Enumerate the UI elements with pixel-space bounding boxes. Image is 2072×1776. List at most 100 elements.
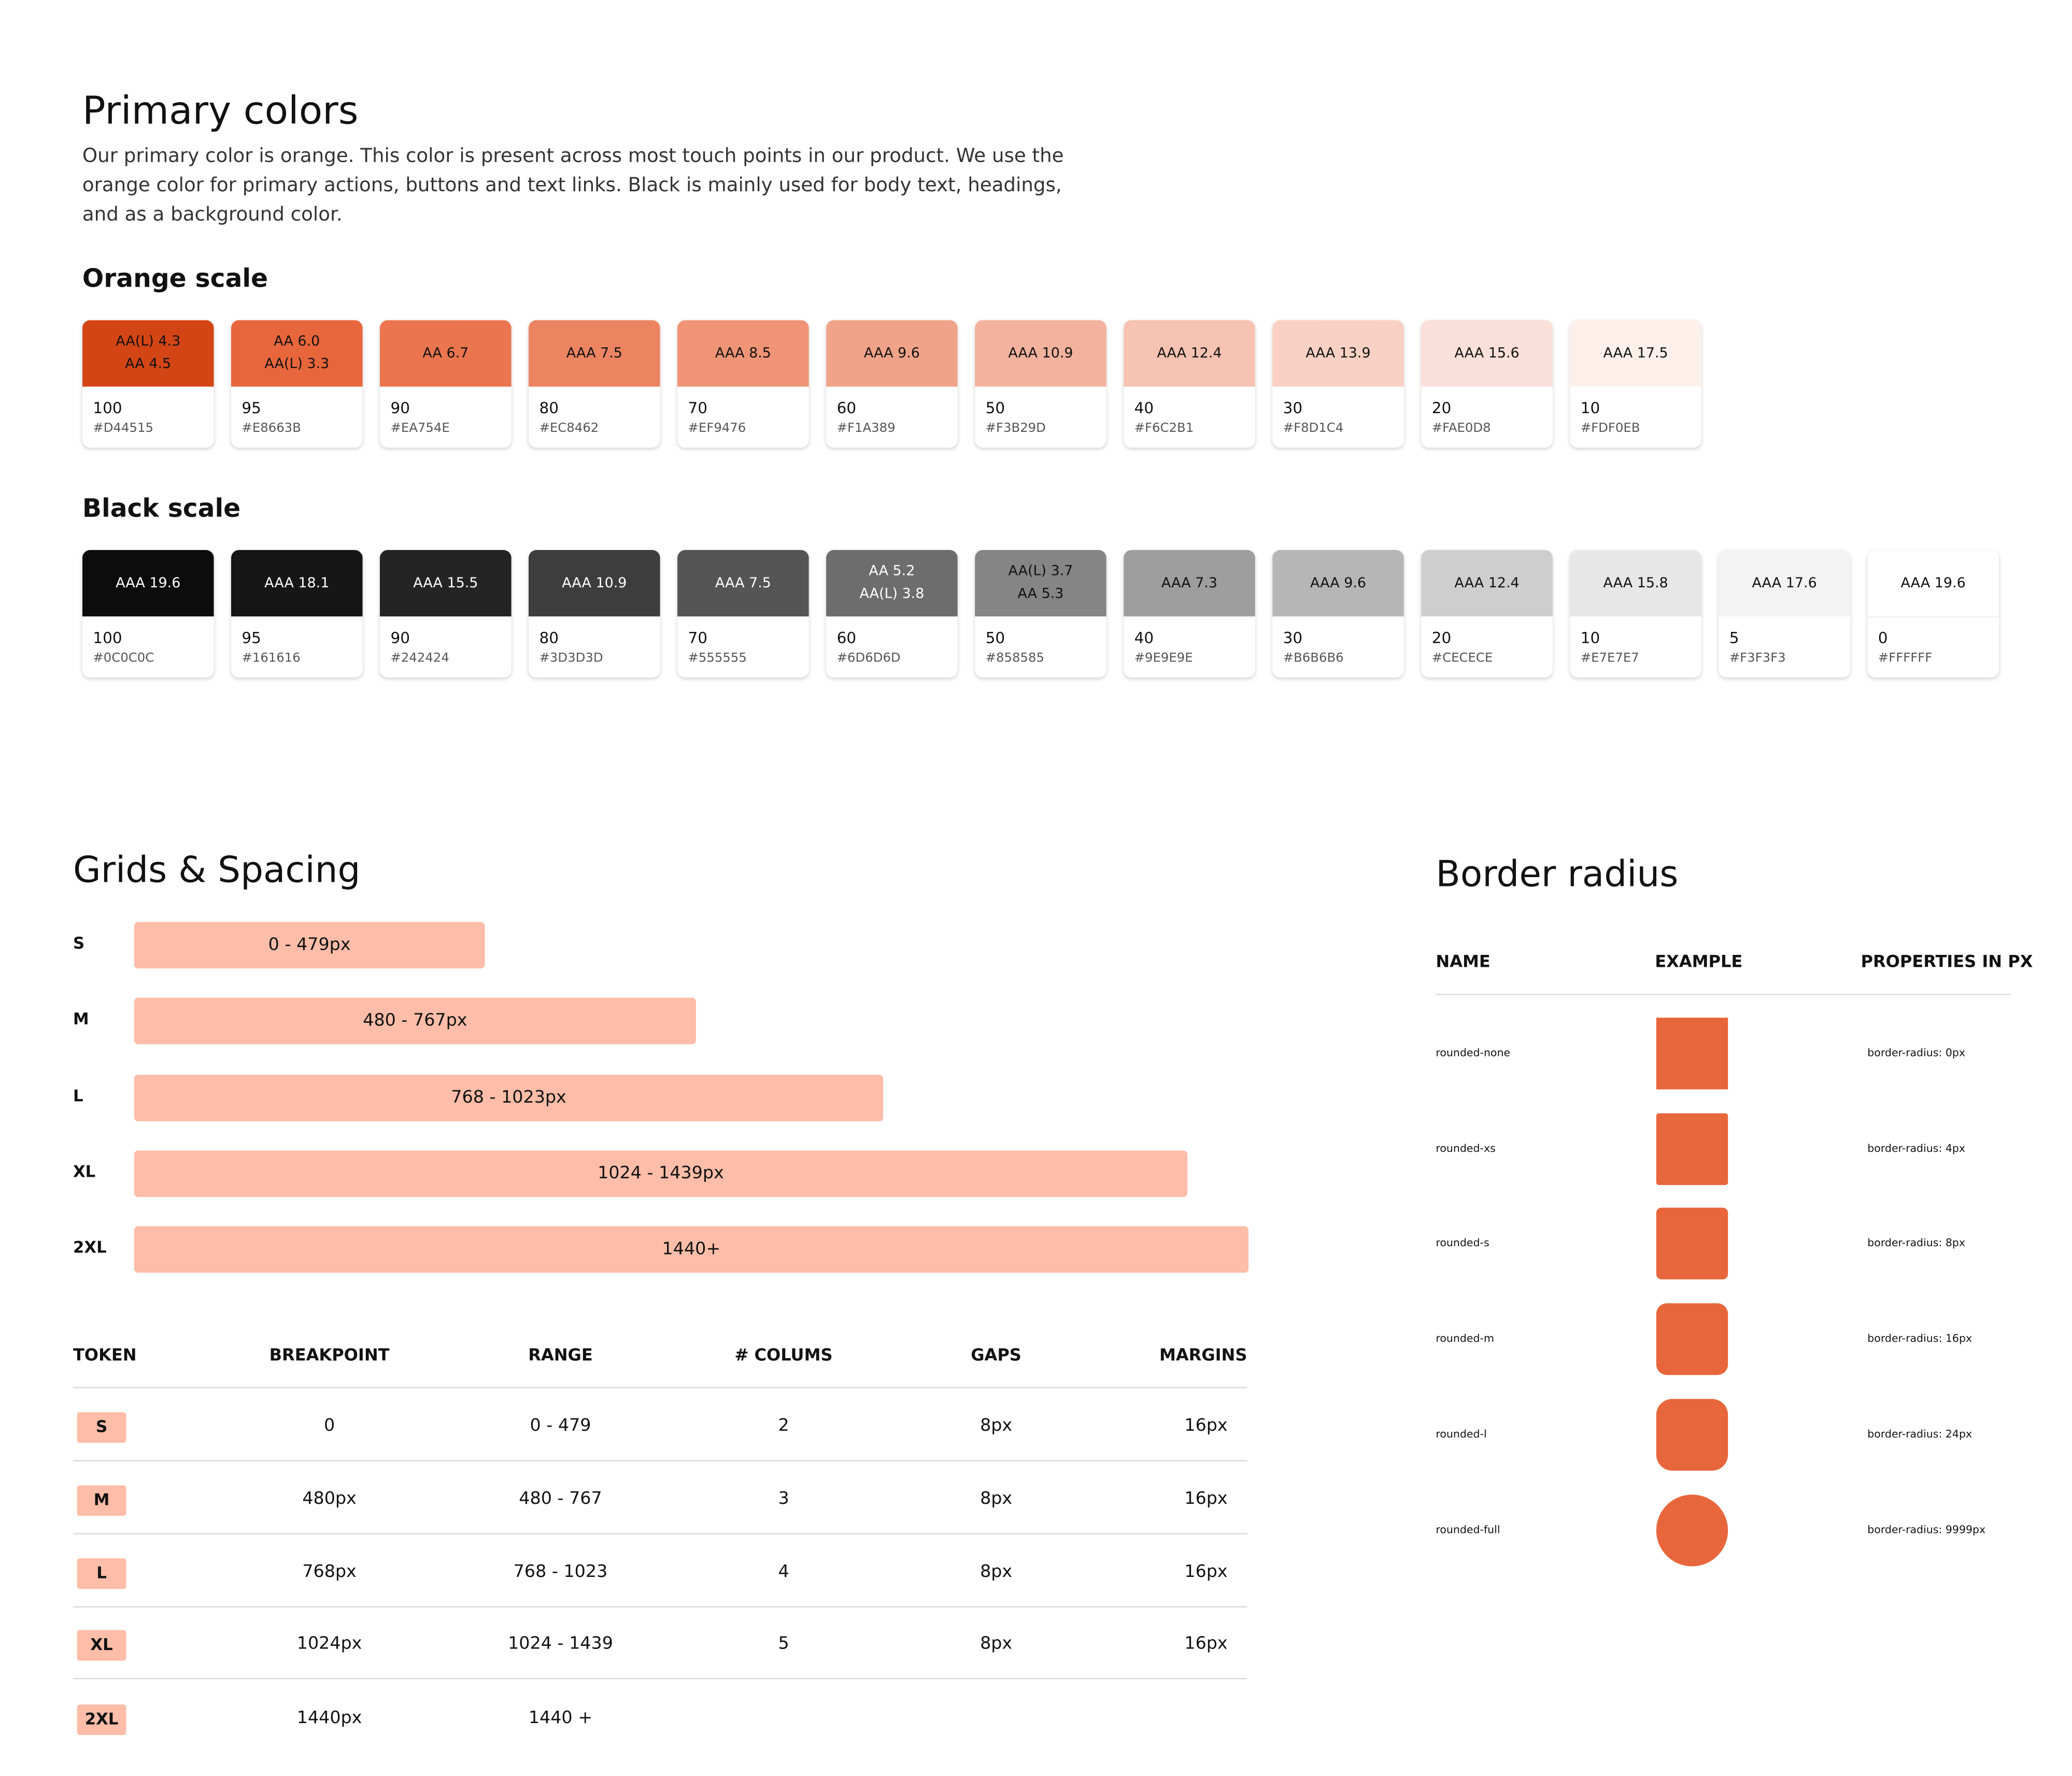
color-swatch: AA(L) 3.7 AA 5.3 50 #858585 <box>975 549 1106 678</box>
contrast-label: AAA 13.9 <box>1305 345 1371 361</box>
swatch-color: AAA 9.6 <box>826 320 958 387</box>
table-cell: 3 <box>778 1489 789 1510</box>
contrast-label: AAA 9.6 <box>1310 574 1367 591</box>
contrast-label: AAA 7.5 <box>566 345 622 361</box>
swatch-step: 80 <box>539 628 559 647</box>
swatch-step: 30 <box>1283 398 1303 417</box>
table-cell: 768 - 1023 <box>513 1562 608 1583</box>
radius-property: border-radius: 9999px <box>1867 1523 1986 1535</box>
swatch-step: 50 <box>985 628 1005 647</box>
swatch-hex: #EF9476 <box>688 421 746 436</box>
contrast-label: AA(L) 3.3 <box>264 356 330 372</box>
table-cell: 480 - 767 <box>519 1489 602 1510</box>
table-cell: 16px <box>1184 1634 1228 1654</box>
color-swatch: AAA 7.5 80 #EC8462 <box>528 320 660 448</box>
swatch-color: AA 5.2 AA(L) 3.8 <box>826 549 958 617</box>
table-cell: 1440 + <box>528 1708 593 1729</box>
contrast-label: AAA 7.3 <box>1161 574 1218 591</box>
table-header: TOKEN <box>73 1344 137 1364</box>
contrast-label: AA(L) 4.3 <box>116 333 181 350</box>
swatch-color: AA 6.0 AA(L) 3.3 <box>231 320 363 387</box>
swatch-color: AA 6.7 <box>379 320 512 387</box>
table-header: RANGE <box>528 1344 593 1364</box>
table-header: MARGINS <box>1159 1344 1247 1364</box>
table-cell: 1024 - 1439 <box>508 1634 613 1654</box>
row-rule <box>73 1533 1247 1535</box>
table-cell: 1440px <box>296 1708 362 1729</box>
swatch-step: 70 <box>688 628 708 647</box>
table-header: GAPS <box>971 1344 1021 1364</box>
swatch-hex: #E8663B <box>242 421 301 436</box>
swatch-color: AAA 13.9 <box>1272 320 1404 387</box>
table-header: EXAMPLE <box>1655 951 1743 971</box>
bar-token: 2XL <box>73 1238 107 1257</box>
swatch-hex: #F3B29D <box>985 421 1046 436</box>
swatch-step: 10 <box>1580 628 1600 647</box>
swatch-step: 90 <box>390 628 410 647</box>
swatch-step: 0 <box>1878 628 1888 647</box>
row-rule <box>73 1606 1247 1608</box>
contrast-label: AAA 17.5 <box>1603 345 1668 361</box>
table-header: PROPERTIES IN PX <box>1861 951 2033 971</box>
color-swatch: AAA 12.4 40 #F6C2B1 <box>1124 320 1255 448</box>
radius-example <box>1656 1112 1728 1185</box>
swatch-step: 60 <box>836 398 857 417</box>
section-title: Primary colors <box>82 88 359 133</box>
bar-token: XL <box>73 1162 96 1181</box>
contrast-label: AA 6.0 <box>274 333 320 350</box>
token-name: rounded-s <box>1436 1237 1489 1250</box>
contrast-label: AAA 15.6 <box>1454 345 1520 361</box>
swatch-step: 20 <box>1431 628 1452 647</box>
swatch-color: AAA 18.1 <box>231 549 363 617</box>
color-swatch: AA 6.0 AA(L) 3.3 95 #E8663B <box>231 320 363 448</box>
radius-property: border-radius: 0px <box>1867 1047 1966 1059</box>
contrast-label: AAA 10.9 <box>562 574 627 591</box>
radius-property: border-radius: 24px <box>1867 1428 1972 1440</box>
token-badge: XL <box>77 1629 126 1660</box>
color-swatch: AAA 15.8 10 #E7E7E7 <box>1570 549 1701 678</box>
swatch-color: AA(L) 3.7 AA 5.3 <box>975 549 1106 617</box>
swatch-color: AA(L) 4.3 AA 4.5 <box>82 320 214 387</box>
token-name: rounded-none <box>1436 1047 1511 1059</box>
contrast-label: AAA 15.8 <box>1603 574 1668 591</box>
color-swatch: AAA 10.9 80 #3D3D3D <box>528 549 660 678</box>
token-name: rounded-full <box>1436 1523 1500 1535</box>
radius-example <box>1656 1303 1728 1375</box>
swatch-color: AAA 15.8 <box>1570 549 1701 617</box>
color-swatch: AA 6.7 90 #EA754E <box>379 320 512 448</box>
token-badge: 2XL <box>77 1703 126 1735</box>
table-header: NAME <box>1436 951 1491 971</box>
swatch-step: 50 <box>985 398 1005 417</box>
swatch-color: AAA 19.6 <box>1867 549 1999 618</box>
bar-token: M <box>73 1010 89 1029</box>
swatch-color: AAA 10.9 <box>528 549 660 617</box>
swatch-step: 95 <box>242 628 261 647</box>
row-rule <box>73 1460 1247 1462</box>
breakpoint-bar: 768 - 1023px <box>134 1074 884 1121</box>
table-cell: 5 <box>778 1634 789 1654</box>
swatch-hex: #E7E7E7 <box>1580 651 1639 666</box>
swatch-hex: #F6C2B1 <box>1134 421 1194 436</box>
swatch-hex: #242424 <box>390 651 449 666</box>
radius-example <box>1656 1399 1728 1471</box>
swatch-hex: #161616 <box>242 651 301 666</box>
swatch-color: AAA 19.6 <box>82 549 214 617</box>
breakpoint-bar: 0 - 479px <box>134 922 485 969</box>
color-swatch: AAA 10.9 50 #F3B29D <box>975 320 1106 448</box>
swatch-step: 70 <box>688 398 708 417</box>
swatch-hex: #EA754E <box>390 421 450 436</box>
contrast-label: AAA 15.5 <box>413 574 478 591</box>
token-name: rounded-l <box>1436 1428 1487 1440</box>
swatch-color: AAA 8.5 <box>677 320 809 387</box>
table-cell: 2 <box>778 1416 789 1436</box>
table-cell: 1024px <box>296 1634 362 1654</box>
color-swatch: AAA 15.6 20 #FAE0D8 <box>1421 320 1553 448</box>
contrast-label: AAA 18.1 <box>264 574 330 591</box>
row-rule <box>73 1678 1247 1680</box>
color-swatch: AAA 9.6 30 #B6B6B6 <box>1272 549 1404 678</box>
radius-property: border-radius: 16px <box>1867 1332 1972 1345</box>
breakpoint-bar: 1024 - 1439px <box>134 1150 1188 1197</box>
swatch-hex: #555555 <box>688 651 747 666</box>
color-swatch: AAA 12.4 20 #CECECE <box>1421 549 1553 678</box>
swatch-hex: #F3F3F3 <box>1729 651 1786 666</box>
